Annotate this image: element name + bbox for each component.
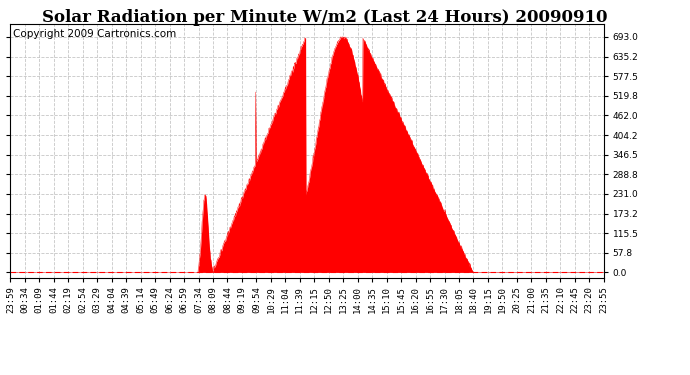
Text: Solar Radiation per Minute W/m2 (Last 24 Hours) 20090910: Solar Radiation per Minute W/m2 (Last 24… (41, 9, 607, 26)
Text: Copyright 2009 Cartronics.com: Copyright 2009 Cartronics.com (13, 30, 177, 39)
